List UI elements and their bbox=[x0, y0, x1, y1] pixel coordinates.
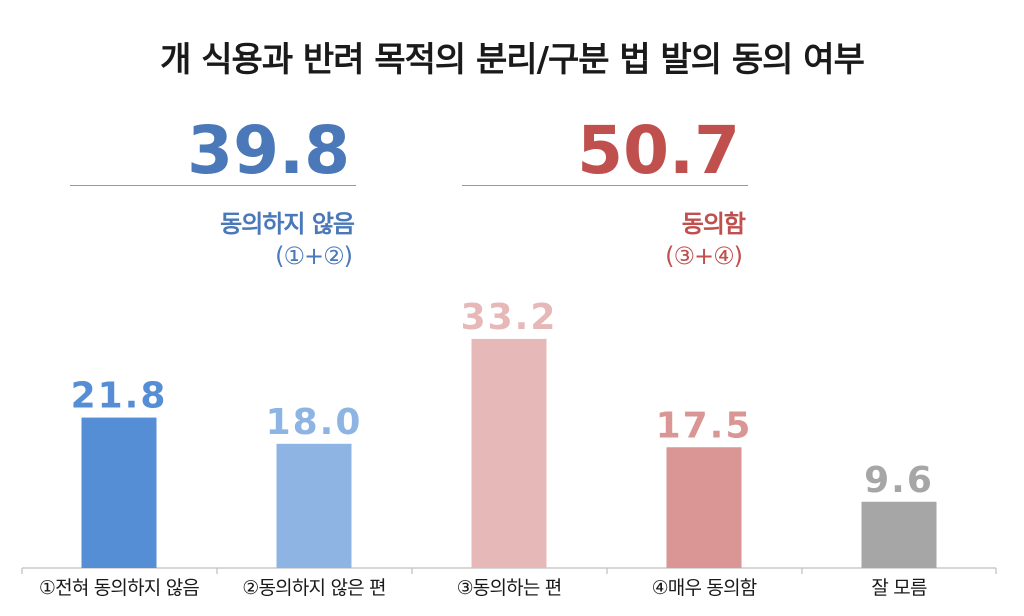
bar-value-label-3: 33.2 bbox=[461, 297, 558, 338]
disagree-total-formula: (①+②) bbox=[275, 242, 353, 270]
agree-total-value: 50.7 bbox=[577, 112, 740, 189]
category-label-1: ①전혀 동의하지 않음 bbox=[39, 577, 199, 599]
category-label-4: ④매우 동의함 bbox=[652, 577, 757, 599]
category-label-3: ③동의하는 편 bbox=[457, 577, 562, 599]
bar-value-label-1: 21.8 bbox=[71, 376, 168, 417]
disagree-total-divider bbox=[70, 185, 356, 186]
bar-1 bbox=[81, 417, 157, 568]
bar-value-label-4: 17.5 bbox=[656, 405, 753, 446]
bar-2 bbox=[276, 443, 352, 568]
bar-5 bbox=[861, 501, 937, 568]
bar-3 bbox=[471, 338, 547, 568]
disagree-total-value: 39.8 bbox=[187, 112, 350, 189]
agree-total-formula: (③+④) bbox=[665, 242, 743, 270]
category-label-2: ②동의하지 않은 편 bbox=[242, 577, 385, 599]
bar-4 bbox=[666, 447, 742, 568]
disagree-total-label: 동의하지 않음 bbox=[220, 210, 355, 238]
category-label-5: 잘 모름 bbox=[871, 577, 927, 599]
agree-total-label: 동의함 bbox=[681, 210, 746, 238]
chart-title: 개 식용과 반려 목적의 분리/구분 법 발의 동의 여부 bbox=[160, 40, 865, 80]
agree-total-divider bbox=[462, 185, 748, 186]
bar-value-label-2: 18.0 bbox=[266, 402, 363, 443]
bar-value-label-5: 9.6 bbox=[864, 460, 934, 501]
